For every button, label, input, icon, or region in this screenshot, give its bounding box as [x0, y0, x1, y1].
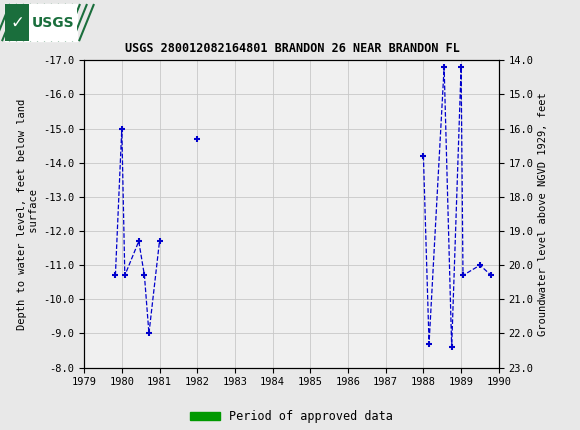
Text: USGS: USGS: [17, 18, 64, 33]
Bar: [29, 4, 77, 41]
Text: USGS: USGS: [32, 16, 74, 30]
Bar: [5, 4, 77, 41]
Bar: [111, 368, 130, 372]
Text: USGS 280012082164801 BRANDON 26 NEAR BRANDON FL: USGS 280012082164801 BRANDON 26 NEAR BRA…: [125, 42, 461, 55]
Bar: [193, 368, 199, 372]
Text: ✓: ✓: [10, 14, 24, 32]
Y-axis label: Groundwater level above NGVD 1929, feet: Groundwater level above NGVD 1929, feet: [538, 92, 548, 336]
Y-axis label: Depth to water level, feet below land
 surface: Depth to water level, feet below land su…: [17, 98, 39, 329]
Bar: [5, 4, 29, 41]
Legend: Period of approved data: Period of approved data: [186, 405, 397, 428]
Bar: [414, 368, 484, 372]
